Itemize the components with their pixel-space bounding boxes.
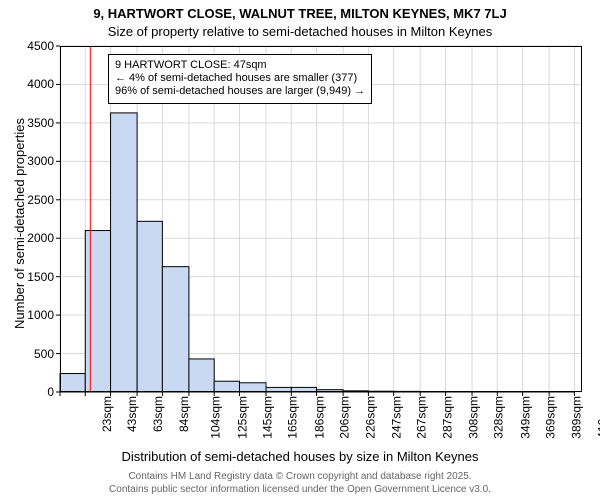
x-axis-label: Distribution of semi-detached houses by … <box>0 449 600 464</box>
x-tick-label: 23sqm <box>100 396 114 432</box>
x-tick-label: 104sqm <box>209 396 223 439</box>
chart-credits: Contains HM Land Registry data © Crown c… <box>0 471 600 496</box>
y-tick-label: 3500 <box>27 116 54 130</box>
x-tick-label: 247sqm <box>390 396 404 439</box>
legend-title: 9 HARTWORT CLOSE: 47sqm <box>115 59 365 72</box>
y-axis-label: Number of semi-detached properties <box>12 118 27 329</box>
histogram-bar <box>162 267 189 392</box>
x-tick-label: 63sqm <box>151 396 165 432</box>
y-tick-label: 4500 <box>27 39 54 53</box>
histogram-bar <box>239 383 266 392</box>
chart-subtitle: Size of property relative to semi-detach… <box>0 24 600 39</box>
x-tick-label: 267sqm <box>415 396 429 439</box>
histogram-bar <box>137 221 162 392</box>
x-tick-label: 349sqm <box>519 396 533 439</box>
y-tick-label: 1000 <box>27 308 54 322</box>
credit-line-2: Contains public sector information licen… <box>0 484 600 497</box>
credit-line-1: Contains HM Land Registry data © Crown c… <box>0 471 600 484</box>
x-tick-label: 328sqm <box>492 396 506 439</box>
y-tick-label: 2500 <box>27 193 54 207</box>
x-tick-label: 287sqm <box>440 396 454 439</box>
y-tick-label: 4000 <box>27 77 54 91</box>
x-tick-label: 389sqm <box>569 396 583 439</box>
y-tick-label: 1500 <box>27 270 54 284</box>
x-tick-label: 165sqm <box>286 396 300 439</box>
chart-title: 9, HARTWORT CLOSE, WALNUT TREE, MILTON K… <box>0 6 600 21</box>
x-tick-label: 84sqm <box>177 396 191 432</box>
x-tick-label: 410sqm <box>596 396 600 439</box>
y-tick-label: 2000 <box>27 231 54 245</box>
chart-legend: 9 HARTWORT CLOSE: 47sqm ← 4% of semi-det… <box>108 54 372 104</box>
x-tick-label: 308sqm <box>467 396 481 439</box>
histogram-bar <box>85 231 110 392</box>
legend-line-smaller: ← 4% of semi-detached houses are smaller… <box>115 72 365 85</box>
x-tick-label: 226sqm <box>363 396 377 439</box>
x-tick-label: 206sqm <box>338 396 352 439</box>
x-tick-label: 369sqm <box>544 396 558 439</box>
x-tick-label: 125sqm <box>236 396 250 439</box>
histogram-bar <box>60 374 85 392</box>
x-tick-label: 145sqm <box>261 396 275 439</box>
histogram-bar <box>189 359 214 392</box>
y-tick-label: 0 <box>47 385 54 399</box>
x-tick-label: 43sqm <box>125 396 139 432</box>
x-tick-label: 186sqm <box>313 396 327 439</box>
histogram-bar <box>214 381 239 392</box>
y-tick-label: 3000 <box>27 154 54 168</box>
legend-line-larger: 96% of semi-detached houses are larger (… <box>115 85 365 98</box>
y-tick-label: 500 <box>34 347 54 361</box>
histogram-bar <box>111 113 138 392</box>
